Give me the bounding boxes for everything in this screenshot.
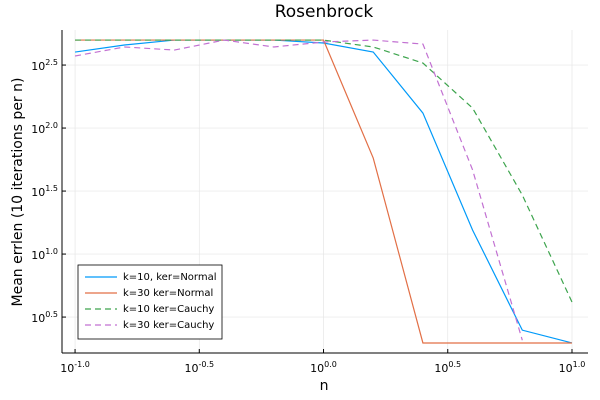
y-tick-label-base: 10 — [31, 123, 45, 136]
legend-label: k=10 ker=Cauchy — [123, 304, 214, 315]
x-tick-label-exponent: -1.0 — [74, 360, 90, 369]
y-tick-label: 100.5 — [31, 310, 58, 326]
y-tick-label-exponent: 1.5 — [45, 184, 58, 193]
y-tick-label-exponent: 2.5 — [45, 58, 58, 67]
x-axis-label: n — [320, 378, 329, 394]
y-tick-label-base: 10 — [31, 312, 45, 325]
x-tick-label-base: 10 — [310, 362, 324, 375]
y-tick-label-base: 10 — [31, 60, 45, 73]
chart-title: Rosenbrock — [275, 2, 374, 22]
y-tick-label-exponent: 0.5 — [45, 310, 58, 319]
x-tick-label-base: 10 — [559, 362, 573, 375]
x-tick-label: 100.0 — [310, 360, 337, 376]
y-tick-label-exponent: 2.0 — [45, 121, 58, 130]
y-tick-label-base: 10 — [31, 186, 45, 199]
series-line — [75, 39, 573, 303]
y-tick-label: 102.5 — [31, 58, 58, 74]
series-line — [74, 39, 573, 344]
x-tick-label: 100.5 — [434, 360, 461, 376]
x-tick-label: 10-1.0 — [60, 360, 90, 376]
y-tick-label: 101.5 — [31, 184, 58, 200]
x-tick-label-base: 10 — [184, 362, 198, 375]
x-tick-label-exponent: 1.0 — [573, 360, 586, 369]
y-tick-label: 102.0 — [31, 121, 58, 137]
y-tick-label-base: 10 — [31, 249, 45, 262]
legend-label: k=30 ker=Normal — [123, 288, 213, 299]
legend-label: k=30 ker=Cauchy — [123, 320, 214, 331]
x-tick-label-base: 10 — [60, 362, 74, 375]
x-tick-label-exponent: -0.5 — [198, 360, 214, 369]
x-tick-label-exponent: 0.0 — [324, 360, 337, 369]
y-tick-label-exponent: 1.0 — [45, 247, 58, 256]
x-tick-label: 101.0 — [559, 360, 586, 376]
x-tick-label-exponent: 0.5 — [448, 360, 461, 369]
series-line — [74, 39, 523, 341]
x-tick-label-base: 10 — [434, 362, 448, 375]
legend-label: k=10, ker=Normal — [123, 272, 217, 283]
x-tick-label: 10-0.5 — [184, 360, 214, 376]
y-tick-label: 101.0 — [31, 247, 58, 263]
y-axis-label: Mean errlen (10 iterations per n) — [10, 78, 26, 307]
